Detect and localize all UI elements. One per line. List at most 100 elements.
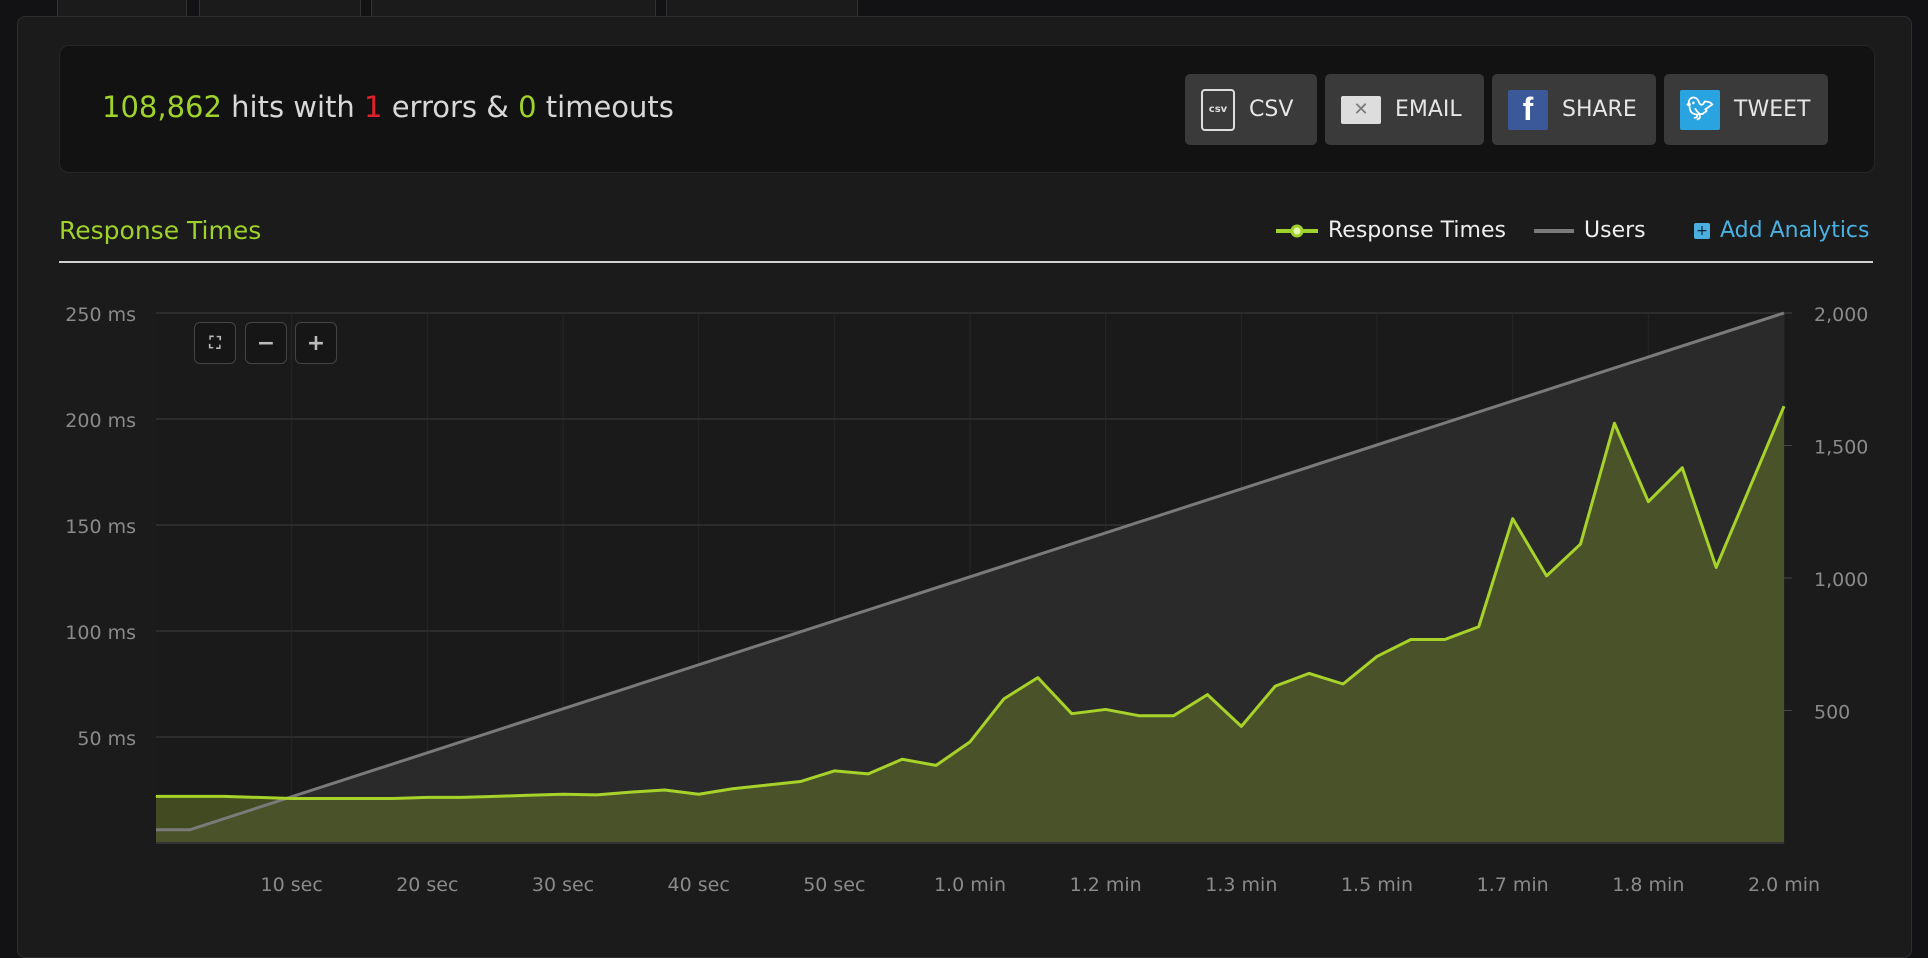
response-time-point (833, 770, 835, 772)
tweet-button[interactable]: 🐦︎ TWEET (1664, 74, 1828, 145)
legend-response-times[interactable]: Response Times (1276, 218, 1506, 243)
x-tick-label: 1.7 min (1477, 874, 1549, 896)
response-time-point (189, 795, 191, 797)
response-time-point (291, 797, 293, 799)
summary-text: errors & (382, 90, 519, 124)
response-time-point (1274, 685, 1276, 687)
response-time-point (1478, 626, 1480, 628)
response-time-point (392, 797, 394, 799)
twitter-icon: 🐦︎ (1680, 89, 1720, 130)
response-time-point (1376, 655, 1378, 657)
response-time-point (359, 797, 360, 799)
tweet-label: TWEET (1734, 97, 1811, 122)
response-time-point (901, 758, 903, 760)
response-time-point (664, 789, 666, 791)
response-time-point (1342, 683, 1344, 685)
hits-count: 108,862 (102, 90, 222, 124)
response-time-point (698, 793, 700, 795)
legend-users[interactable]: Users (1534, 218, 1646, 243)
minus-icon: − (256, 330, 276, 356)
response-time-point (325, 797, 327, 799)
response-time-point (1546, 575, 1548, 577)
summary-text: hits with (221, 90, 365, 124)
response-time-point (1003, 698, 1005, 700)
x-tick-label: 1.0 min (934, 874, 1006, 896)
csv-file-icon: csv (1201, 88, 1235, 131)
response-time-point (969, 741, 971, 743)
x-tick-label: 1.8 min (1612, 874, 1684, 896)
users-line-marker-icon (1534, 228, 1574, 233)
response-time-point (732, 788, 734, 790)
response-time-point (1206, 694, 1208, 696)
x-tick-label: 2.0 min (1748, 874, 1820, 896)
response-time-point (1410, 638, 1412, 640)
share-button[interactable]: f SHARE (1492, 74, 1656, 145)
summary-text: timeouts (536, 90, 674, 124)
y-right-tick-label: 500 (1814, 702, 1850, 724)
legend-label: Users (1584, 218, 1646, 243)
y-right-tick-label: 1,000 (1814, 569, 1868, 591)
response-time-point (1715, 566, 1717, 568)
plus-icon: + (306, 330, 326, 356)
x-tick-label: 1.5 min (1341, 874, 1413, 896)
response-time-point (630, 791, 632, 793)
response-line-marker-icon (1276, 224, 1318, 237)
response-time-point (1037, 677, 1039, 679)
response-time-point (155, 795, 157, 797)
response-time-point (1105, 708, 1107, 710)
y-left-tick-label: 100 ms (65, 622, 136, 644)
x-tick-label: 40 sec (668, 874, 730, 896)
errors-count: 1 (364, 90, 383, 124)
response-time-point (1240, 725, 1242, 727)
plus-icon: + (1694, 222, 1710, 239)
x-tick-label: 10 sec (261, 874, 323, 896)
response-time-point (766, 784, 767, 786)
stats-box: 108,862 hits with 1 errors & 0 timeouts … (59, 45, 1875, 173)
add-analytics-label: Add Analytics (1720, 218, 1870, 243)
response-time-point (426, 796, 428, 798)
zoom-in-button[interactable]: + (295, 322, 337, 364)
response-time-point (1308, 672, 1310, 674)
response-time-point (867, 773, 869, 775)
share-label: SHARE (1562, 97, 1637, 122)
response-time-point (528, 794, 530, 796)
response-time-point (1071, 713, 1073, 715)
email-label: EMAIL (1395, 97, 1462, 122)
hits-summary: 108,862 hits with 1 errors & 0 timeouts (102, 90, 674, 124)
y-left-tick-label: 50 ms (77, 728, 136, 750)
response-time-point (799, 781, 801, 783)
csv-label: CSV (1249, 97, 1294, 122)
response-time-point (223, 795, 225, 797)
legend-label: Response Times (1328, 218, 1506, 243)
envelope-icon: ✕ (1341, 95, 1381, 124)
x-tick-label: 1.3 min (1205, 874, 1277, 896)
section-divider (59, 261, 1873, 263)
response-time-point (494, 795, 496, 797)
csv-button[interactable]: csv CSV (1185, 74, 1317, 145)
facebook-icon: f (1508, 89, 1548, 130)
response-time-point (562, 793, 564, 795)
email-button[interactable]: ✕ EMAIL (1325, 74, 1484, 145)
response-time-point (1512, 518, 1514, 520)
x-tick-label: 30 sec (532, 874, 594, 896)
x-tick-label: 20 sec (396, 874, 458, 896)
response-times-line (156, 405, 1786, 800)
response-time-point (1580, 543, 1581, 545)
response-time-point (257, 796, 259, 798)
add-analytics-link[interactable]: + Add Analytics (1694, 218, 1870, 243)
x-tick-label: 50 sec (803, 874, 865, 896)
timeouts-count: 0 (518, 90, 537, 124)
zoom-out-button[interactable]: − (245, 322, 287, 364)
response-time-point (1444, 638, 1446, 640)
y-right-tick-label: 2,000 (1814, 304, 1868, 326)
fit-to-screen-button[interactable]: ⛶ (194, 322, 236, 364)
y-left-tick-label: 200 ms (65, 410, 136, 432)
response-time-point (1647, 501, 1649, 503)
response-time-point (1139, 715, 1141, 717)
expand-icon: ⛶ (209, 333, 221, 352)
response-time-point (1681, 467, 1683, 469)
y-left-tick-label: 150 ms (65, 516, 136, 538)
x-tick-label: 1.2 min (1070, 874, 1142, 896)
response-time-point (460, 796, 462, 798)
